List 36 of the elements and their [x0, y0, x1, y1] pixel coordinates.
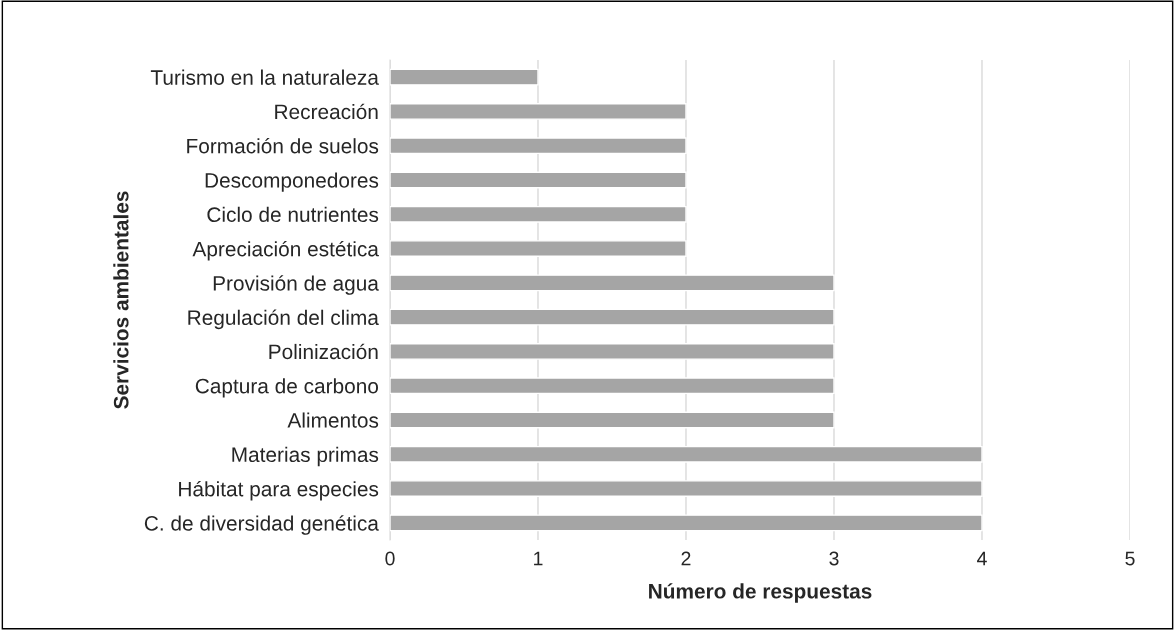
x-tick-label: 3 — [829, 551, 839, 566]
bar — [390, 514, 983, 532]
bar — [390, 68, 539, 86]
y-tick-label: Materias primas — [232, 446, 379, 467]
bar — [390, 343, 835, 360]
x-tick-label: 4 — [977, 551, 987, 566]
y-tick-label: Regulación del clima — [188, 309, 379, 330]
bar — [390, 445, 983, 463]
y-tick-label: Apreciación estética — [192, 240, 379, 261]
y-tick-label: Hábitat para especies — [179, 480, 379, 501]
bar — [390, 171, 687, 189]
bar — [390, 411, 835, 429]
x-tick-label: 0 — [385, 551, 395, 566]
bar — [390, 137, 687, 155]
y-tick-label: Ciclo de nutrientes — [207, 206, 379, 223]
y-tick-label: Polinización — [269, 343, 378, 360]
bar — [390, 377, 835, 395]
y-tick-label: Turismo en la naturaleza — [150, 69, 379, 85]
bar — [390, 240, 687, 257]
y-tick-label: Alimentos — [287, 412, 379, 428]
y-tick-label: Formación de suelos — [187, 137, 379, 154]
bar — [390, 308, 835, 326]
y-tick-label: Provisión de agua — [213, 275, 379, 295]
x-tick-label: 1 — [534, 551, 543, 566]
bar — [390, 274, 835, 292]
y-tick-label: C. de diversidad genética — [144, 515, 379, 535]
bar — [390, 480, 983, 497]
y-tick-label: Captura de carbono — [195, 378, 379, 398]
x-axis-title: Número de respuestas — [649, 583, 872, 603]
y-tick-label: Descomponedores — [205, 172, 379, 192]
x-tick-label: 2 — [681, 551, 691, 566]
x-tick-label: 5 — [1125, 551, 1135, 566]
y-tick-label: Recreación — [275, 103, 378, 120]
y-axis-title: Servicios ambientales — [113, 191, 129, 409]
bar — [390, 205, 687, 223]
bar — [390, 103, 687, 120]
